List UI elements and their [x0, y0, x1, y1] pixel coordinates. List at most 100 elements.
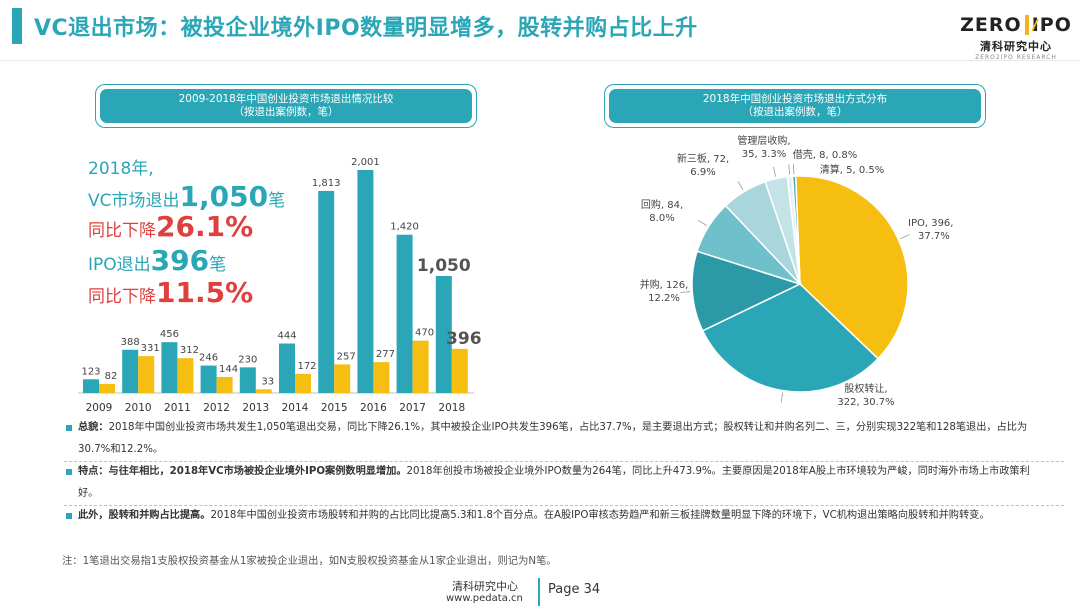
logo-subtitle: 清科研究中心: [980, 40, 1052, 53]
x-tick-2012: 2012: [203, 402, 230, 414]
pie-label-清算: 清算, 5, 0.5%: [820, 163, 884, 176]
highlight-total-change: 同比下降26.1%: [88, 210, 253, 243]
summary-features-heading: 特点：与往年相比，2018年VC市场被投企业境外IPO案例数明显增加。: [78, 466, 407, 477]
footnote: 注：1笔退出交易指1支股权投资基金从1家被投企业退出，如N支股权投资基金从1家企…: [62, 555, 557, 567]
summary-divider: [64, 461, 1064, 462]
highlight-total-label: VC市场退出: [88, 191, 180, 211]
pie-leader-并购: [680, 291, 691, 293]
pie-label-value-新三板: 6.9%: [690, 167, 715, 178]
bar-label-ipo-2017: 470: [415, 328, 434, 339]
highlight-ipo-value: 396: [150, 244, 210, 277]
pie-label-股权转让: 股权转让,: [844, 382, 887, 395]
title-accent-bar: [12, 8, 22, 44]
bar-total-2018: [435, 275, 452, 393]
pie-slice-IPO: [794, 175, 909, 360]
bar-label-total-2017: 1,420: [390, 222, 419, 233]
pie-leader-管理层收购: [773, 166, 777, 177]
highlight-ipo-change-value: 11.5%: [156, 276, 254, 309]
logo-text-right: IPO: [1031, 14, 1072, 36]
pie-leader-股权转让: [780, 392, 784, 403]
pie-leader-新三板: [737, 181, 744, 191]
pie-label-value-回购: 8.0%: [649, 213, 674, 224]
bar-label-total-2016: 2,001: [351, 157, 380, 168]
bar-total-2013: [239, 367, 256, 393]
bar-label-total-2009: 123: [81, 366, 100, 377]
bar-label-ipo-2009: 82: [105, 371, 118, 382]
title-divider: [0, 60, 1080, 61]
page-title: VC退出市场：被投企业境外IPO数量明显增多，股转并购占比上升: [34, 16, 698, 41]
pie-label-管理层收购: 管理层收购,: [737, 134, 790, 147]
logo-tagline: ZERO2IPO RESEARCH: [975, 54, 1057, 61]
pie-chart-title: 2018年中国创业投资市场退出方式分布: [702, 93, 888, 105]
x-tick-2013: 2013: [242, 402, 269, 414]
summary-features-text: 2018年创投市场被投企业境外IPO数量为264笔，同比上升473.9%。主要原…: [78, 466, 1030, 499]
footer-divider: [538, 578, 540, 606]
bar-total-2014: [279, 343, 295, 393]
bullet-square-icon: [66, 469, 72, 475]
bar-chart-subtitle: （按退出案例数，笔）: [233, 106, 339, 118]
logo-wordmark: ZERO IPO: [960, 14, 1071, 36]
bar-ipo-2014: [295, 373, 311, 393]
highlight-total-change-value: 26.1%: [156, 210, 254, 243]
bar-chart-title-box: 2009-2018年中国创业投资市场退出情况比较 （按退出案例数，笔）: [95, 84, 477, 128]
x-tick-2015: 2015: [321, 402, 348, 414]
summary-divider: [64, 505, 1064, 506]
bar-label-ipo-2013: 33: [261, 376, 274, 387]
bar-ipo-2018: [451, 348, 468, 393]
summary-overview-text: 2018年中国创业投资市场共发生1,050笔退出交易，同比下降26.1%，其中被…: [78, 422, 1028, 455]
x-tick-2017: 2017: [399, 402, 426, 414]
x-tick-2011: 2011: [164, 402, 191, 414]
bar-label-ipo-2018: 396: [446, 329, 482, 349]
bar-total-2011: [161, 342, 178, 393]
bar-ipo-2011: [177, 358, 194, 393]
bar-label-ipo-2014: 172: [297, 361, 316, 372]
highlight-ipo-change: 同比下降11.5%: [88, 276, 253, 309]
bar-total-2016: [357, 170, 374, 393]
bar-label-ipo-2015: 257: [337, 351, 356, 362]
highlight-ipo-exits: IPO退出396笔: [88, 244, 226, 277]
bar-ipo-2016: [373, 362, 390, 393]
bar-label-total-2010: 388: [121, 337, 140, 348]
summary-additional-heading: 此外，股转和并购占比提高。: [78, 510, 211, 521]
bar-label-total-2012: 246: [199, 353, 218, 364]
x-tick-2018: 2018: [438, 402, 465, 414]
pie-label-新三板: 新三板, 72,: [677, 152, 729, 165]
pie-chart-subtitle: （按退出案例数，笔）: [742, 106, 848, 118]
zero2ipo-logo: ZERO IPO 清科研究中心 ZERO2IPO RESEARCH: [960, 14, 1071, 62]
bar-label-ipo-2010: 331: [141, 343, 160, 354]
bar-total-2015: [318, 190, 335, 393]
pie-label-回购: 回购, 84,: [641, 198, 683, 211]
bar-label-total-2013: 230: [238, 354, 257, 365]
bar-total-2012: [200, 365, 217, 393]
x-tick-2009: 2009: [86, 402, 113, 414]
logo-text-left: ZERO: [960, 14, 1022, 36]
pie-label-value-股权转让: 322, 30.7%: [837, 397, 894, 408]
pie-chart-title-box: 2018年中国创业投资市场退出方式分布 （按退出案例数，笔）: [604, 84, 986, 128]
bar-label-total-2015: 1,813: [312, 178, 341, 189]
pie-slice-股权转让: [701, 283, 880, 393]
logo-mark-icon: [1024, 15, 1029, 35]
pie-leader-借壳: [788, 164, 791, 175]
bar-ipo-2015: [334, 364, 351, 393]
highlight-ipo-unit: 笔: [209, 255, 227, 275]
bar-label-total-2014: 444: [277, 331, 296, 342]
bar-label-ipo-2011: 312: [180, 345, 199, 356]
pie-label-value-管理层收购: 35, 3.3%: [742, 149, 787, 160]
bar-label-ipo-2012: 144: [219, 364, 238, 375]
footer-url[interactable]: www.pedata.cn: [446, 593, 523, 604]
pie-label-并购: 并购, 126,: [640, 278, 689, 291]
highlight-total-value: 1,050: [179, 180, 269, 213]
bar-ipo-2013: [255, 389, 272, 393]
page-number: Page 34: [548, 582, 601, 597]
bar-ipo-2017: [412, 340, 429, 393]
bar-ipo-2012: [216, 376, 233, 393]
pie-label-value-并购: 12.2%: [648, 293, 680, 304]
highlight-total-exits: VC市场退出1,050笔: [88, 180, 285, 213]
summary-additional-text: 2018年中国创业投资市场股转和并购的占比同比提高5.3和1.8个百分点。在A股…: [210, 510, 990, 521]
highlight-total-change-label: 同比下降: [88, 221, 156, 241]
bar-total-2010: [122, 349, 139, 393]
x-tick-2016: 2016: [360, 402, 387, 414]
bar-label-total-2018: 1,050: [417, 256, 471, 276]
